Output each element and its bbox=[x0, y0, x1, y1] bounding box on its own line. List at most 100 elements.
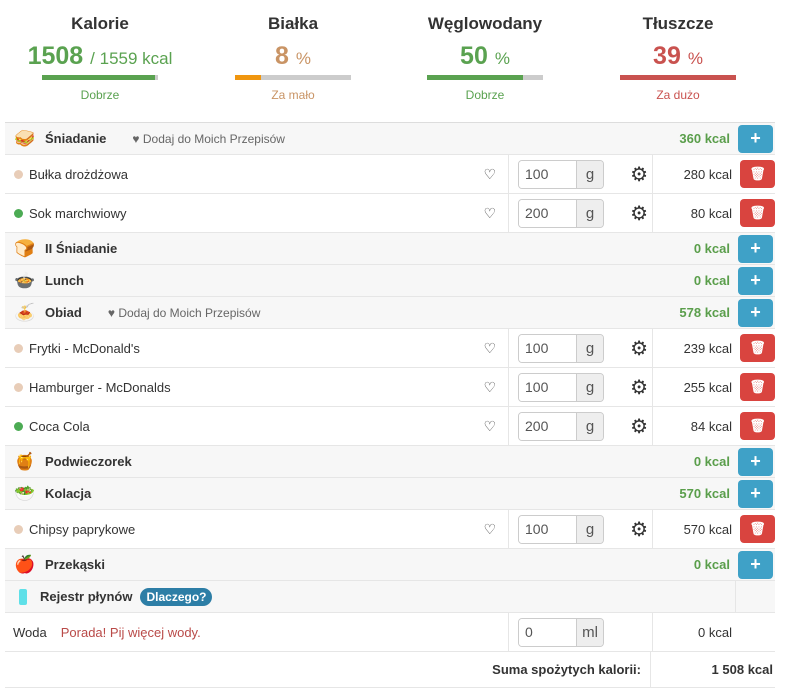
summary-0: Kalorie 1508 / 1559 kcal Dobrze bbox=[5, 14, 195, 102]
unit-label: g bbox=[576, 199, 603, 227]
food-name[interactable]: Sok marchwiowy bbox=[29, 205, 127, 221]
heart-outline-icon[interactable]: ♡ bbox=[483, 417, 496, 434]
meal-kcal: 0 kcal bbox=[693, 273, 730, 288]
add-food-button[interactable]: + bbox=[738, 479, 773, 508]
water-label: Woda bbox=[13, 624, 47, 640]
summary-status: Za mało bbox=[271, 88, 315, 102]
add-food-button[interactable]: + bbox=[738, 550, 773, 579]
progress-bar bbox=[427, 75, 543, 80]
unit-label: g bbox=[576, 334, 603, 362]
meal-name: Podwieczorek bbox=[45, 454, 132, 469]
gear-icon[interactable]: ⚙ bbox=[630, 415, 648, 438]
total-label: Suma spożytych kalorii: bbox=[492, 662, 641, 677]
food-name[interactable]: Frytki - McDonald's bbox=[29, 340, 140, 356]
heart-outline-icon[interactable]: ♡ bbox=[483, 165, 496, 182]
summary-value: 39 % bbox=[653, 42, 703, 70]
food-row: Chipsy paprykowe ♡ g ⚙ 570 kcal 🗑 bbox=[5, 510, 775, 549]
add-to-recipes-link[interactable]: ♥ Dodaj do Moich Przepisów bbox=[107, 305, 261, 320]
amount-input[interactable] bbox=[519, 160, 576, 188]
trash-icon: 🗑 bbox=[749, 521, 766, 536]
summary-status: Dobrze bbox=[80, 88, 120, 102]
add-food-button[interactable]: + bbox=[738, 234, 773, 263]
add-food-button[interactable]: + bbox=[738, 447, 773, 476]
plus-icon: + bbox=[750, 270, 761, 290]
meal-row: 🥗 Kolacja 570 kcal + bbox=[5, 478, 775, 510]
unit-label: g bbox=[576, 515, 603, 543]
unit-label: g bbox=[576, 412, 603, 440]
food-kcal: 255 kcal bbox=[652, 368, 737, 406]
meal-name: Śniadanie bbox=[45, 131, 107, 146]
gear-icon[interactable]: ⚙ bbox=[630, 202, 648, 225]
dot-icon bbox=[14, 421, 23, 431]
honey-icon: 🍯 bbox=[14, 451, 36, 471]
progress-bar bbox=[620, 75, 736, 80]
meal-name: Lunch bbox=[45, 273, 84, 288]
heart-outline-icon[interactable]: ♡ bbox=[483, 204, 496, 221]
trash-icon: 🗑 bbox=[749, 166, 766, 181]
meal-kcal: 0 kcal bbox=[693, 454, 730, 469]
meal-row: 🍞 II Śniadanie 0 kcal + bbox=[5, 233, 775, 265]
gear-icon[interactable]: ⚙ bbox=[630, 376, 648, 399]
food-name[interactable]: Hamburger - McDonalds bbox=[29, 379, 171, 395]
meal-row: 🍯 Podwieczorek 0 kcal + bbox=[5, 446, 775, 478]
salad-icon: 🥗 bbox=[14, 483, 36, 503]
food-name[interactable]: Bułka drożdżowa bbox=[29, 166, 128, 182]
plus-icon: + bbox=[750, 238, 761, 258]
fluids-header-row: Rejestr płynów Dlaczego? bbox=[5, 581, 775, 613]
meal-kcal: 570 kcal bbox=[679, 486, 730, 501]
add-to-recipes-link[interactable]: ♥ Dodaj do Moich Przepisów bbox=[132, 131, 285, 146]
amount-input[interactable] bbox=[519, 412, 576, 440]
meal-name: II Śniadanie bbox=[45, 241, 118, 256]
meal-kcal: 0 kcal bbox=[693, 241, 730, 256]
gear-icon[interactable]: ⚙ bbox=[630, 163, 648, 186]
amount-input[interactable] bbox=[519, 199, 576, 227]
apple-icon: 🍎 bbox=[14, 554, 36, 574]
add-food-button[interactable]: + bbox=[738, 124, 773, 153]
plus-icon: + bbox=[750, 128, 761, 148]
food-name[interactable]: Coca Cola bbox=[29, 418, 90, 434]
water-amount-input[interactable] bbox=[519, 618, 576, 646]
trash-icon: 🗑 bbox=[749, 205, 766, 220]
unit-label: g bbox=[576, 160, 603, 188]
nutrition-summary: Kalorie 1508 / 1559 kcal Dobrze Białka 8… bbox=[0, 0, 788, 122]
delete-button[interactable]: 🗑 bbox=[740, 160, 775, 188]
add-food-button[interactable]: + bbox=[738, 266, 773, 295]
progress-bar bbox=[235, 75, 351, 80]
heart-outline-icon[interactable]: ♡ bbox=[483, 378, 496, 395]
summary-status: Za dużo bbox=[656, 88, 700, 102]
summary-value: 50 % bbox=[460, 42, 510, 70]
delete-button[interactable]: 🗑 bbox=[740, 412, 775, 440]
dot-icon bbox=[14, 382, 23, 392]
food-kcal: 239 kcal bbox=[652, 329, 737, 367]
summary-title: Węglowodany bbox=[427, 14, 543, 33]
heart-outline-icon[interactable]: ♡ bbox=[483, 339, 496, 356]
total-value: 1 508 kcal bbox=[650, 652, 775, 687]
food-kcal: 84 kcal bbox=[652, 407, 737, 445]
summary-3: Tłuszcze 39 % Za dużo bbox=[583, 14, 773, 102]
water-glass-icon bbox=[19, 588, 27, 605]
food-kcal: 80 kcal bbox=[652, 194, 737, 232]
trash-icon: 🗑 bbox=[749, 379, 766, 394]
delete-button[interactable]: 🗑 bbox=[740, 334, 775, 362]
meal-kcal: 360 kcal bbox=[679, 131, 730, 146]
food-name[interactable]: Chipsy paprykowe bbox=[29, 521, 136, 537]
amount-input[interactable] bbox=[519, 515, 576, 543]
food-kcal: 570 kcal bbox=[652, 510, 737, 548]
food-row: Coca Cola ♡ g ⚙ 84 kcal 🗑 bbox=[5, 407, 775, 446]
food-row: Frytki - McDonald's ♡ g ⚙ 239 kcal 🗑 bbox=[5, 329, 775, 368]
meal-row: 🥪 Śniadanie ♥ Dodaj do Moich Przepisów 36… bbox=[5, 123, 775, 155]
amount-input[interactable] bbox=[519, 373, 576, 401]
why-badge[interactable]: Dlaczego? bbox=[140, 587, 213, 606]
delete-button[interactable]: 🗑 bbox=[740, 515, 775, 543]
add-food-button[interactable]: + bbox=[738, 298, 773, 327]
summary-2: Węglowodany 50 % Dobrze bbox=[390, 14, 580, 102]
toast-icon: 🍞 bbox=[14, 238, 36, 258]
delete-button[interactable]: 🗑 bbox=[740, 373, 775, 401]
soup-icon: 🍲 bbox=[14, 270, 36, 290]
heart-outline-icon[interactable]: ♡ bbox=[483, 520, 496, 537]
unit-label: g bbox=[576, 373, 603, 401]
gear-icon[interactable]: ⚙ bbox=[630, 518, 648, 541]
delete-button[interactable]: 🗑 bbox=[740, 199, 775, 227]
gear-icon[interactable]: ⚙ bbox=[630, 337, 648, 360]
amount-input[interactable] bbox=[519, 334, 576, 362]
